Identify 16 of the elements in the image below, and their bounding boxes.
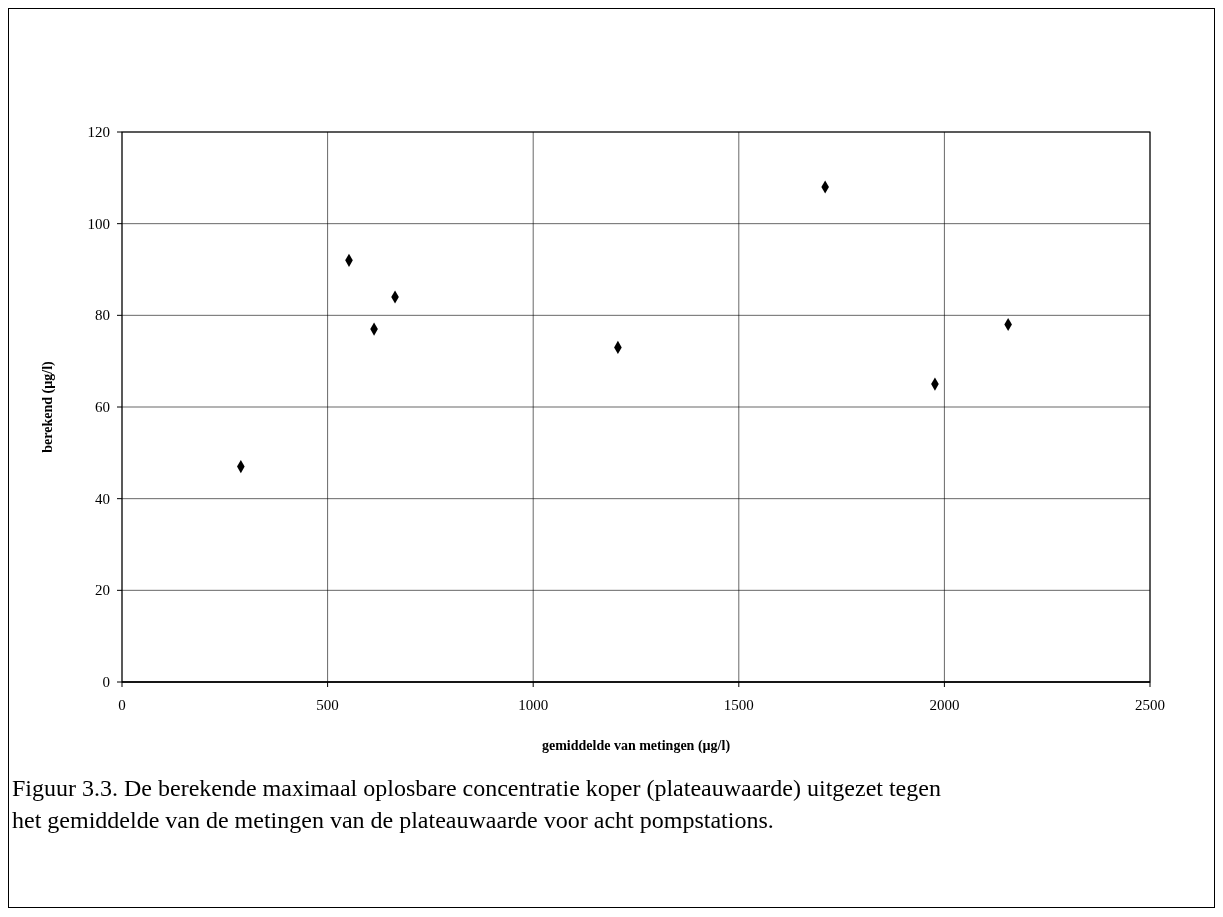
y-tick-label: 60: [95, 399, 110, 415]
x-tick-label: 2000: [929, 697, 960, 713]
y-tick-label: 80: [95, 307, 110, 324]
y-tick-label: 120: [87, 124, 110, 140]
x-tick-label: 1500: [723, 697, 754, 713]
text: Figuur 3.3. De berekende maximaal oplosbare concentratie koper (plateauwaarde) uitgezet tegen het gemiddelde van de metingen van de plateauwaarde voor acht pompstations.: [12, 775, 941, 833]
x-tick-label: 1000: [518, 697, 549, 713]
x-tick-label: 2500: [1135, 697, 1165, 713]
x-tick-label: 500: [316, 697, 339, 713]
y-tick-label: 0: [102, 674, 110, 690]
y-tick-label: 20: [95, 582, 110, 599]
y-axis-title: berekend (µg/l): [40, 360, 56, 453]
y-tick-label: 40: [95, 490, 110, 507]
x-tick-label: 0: [118, 697, 126, 713]
x-axis-title: gemiddelde van metingen (µg/l): [541, 738, 731, 754]
y-tick-label: 100: [87, 215, 110, 232]
